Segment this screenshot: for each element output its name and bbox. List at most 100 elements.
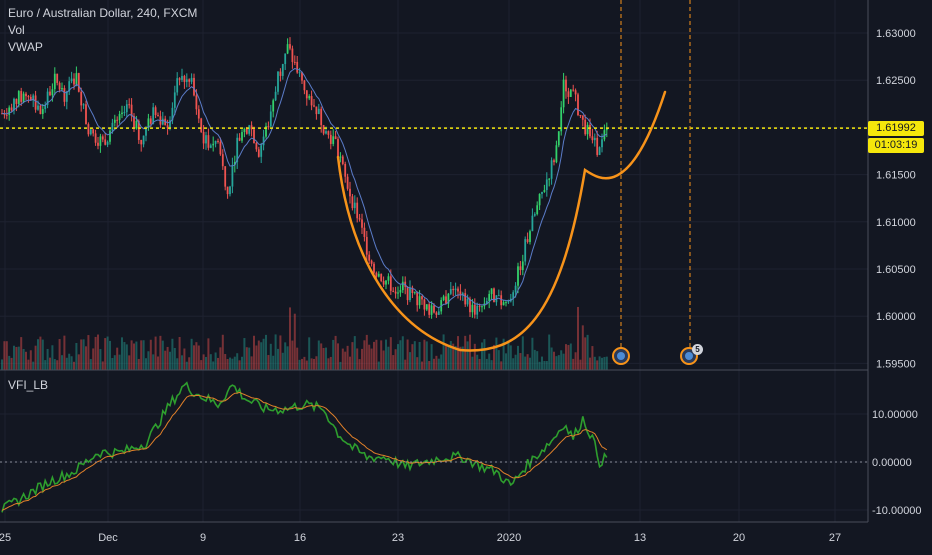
volume-bar (10, 357, 13, 370)
candle-body (339, 156, 342, 158)
volume-bar (481, 342, 483, 370)
volume-bar (207, 338, 210, 370)
candle-body (377, 273, 380, 277)
volume-bar (8, 355, 11, 370)
price-tick-label: 1.62500 (876, 75, 916, 87)
candle-body (529, 231, 531, 242)
volume-bar (320, 343, 323, 370)
volume-bar (56, 360, 59, 370)
candle-body (104, 139, 107, 145)
volume-bar (260, 342, 263, 370)
candle-body (15, 98, 18, 104)
volume-bar (593, 356, 596, 370)
candle-body (130, 104, 133, 116)
volume-bar (68, 353, 71, 370)
candle-body (428, 304, 431, 315)
volume-bar (284, 342, 287, 370)
volume-bar (435, 355, 438, 370)
volume-legend[interactable]: Vol (8, 23, 25, 37)
candle-body (586, 124, 589, 135)
candle-body (457, 288, 459, 292)
candle-body (418, 296, 421, 306)
candle-body (579, 114, 582, 116)
volume-bar (253, 335, 255, 370)
candle-body (255, 143, 258, 150)
volume-bar (116, 347, 119, 370)
candle-body (370, 260, 373, 264)
candle-body (435, 312, 438, 315)
candle-body (41, 109, 44, 114)
volume-bar (327, 358, 330, 370)
candle-body (399, 290, 402, 293)
candle-body (464, 293, 467, 305)
candle-body (430, 305, 433, 315)
volume-bar (92, 348, 95, 370)
volume-bar (212, 361, 215, 370)
current-price-tag: 1.61992 (868, 121, 924, 136)
volume-bar (173, 347, 176, 370)
volume-bar (605, 356, 608, 370)
volume-bar (478, 358, 481, 370)
volume-bar (550, 347, 553, 370)
candle-body (466, 298, 469, 305)
volume-bar (243, 338, 246, 370)
candle-body (224, 166, 227, 187)
volume-bar (188, 357, 191, 370)
candle-body (272, 100, 275, 112)
volume-bar (178, 336, 181, 370)
volume-bar (469, 334, 471, 370)
volume-bar (281, 352, 284, 370)
candle-body (313, 105, 315, 107)
volume-bar (145, 358, 147, 370)
candle-body (106, 141, 109, 145)
volume-bar (133, 343, 135, 370)
volume-bar (344, 351, 347, 370)
candle-body (315, 106, 318, 115)
candle-body (46, 91, 49, 105)
candle-body (298, 72, 301, 74)
candle-body (358, 218, 361, 220)
volume-bar (543, 360, 546, 370)
volume-bar (351, 342, 354, 370)
symbol-legend[interactable]: Euro / Australian Dollar, 240, FXCM (8, 6, 198, 20)
candle-body (406, 286, 409, 301)
candle-body (368, 254, 371, 261)
candle-body (387, 276, 390, 281)
candle-body (248, 125, 251, 134)
candle-body (334, 136, 337, 140)
volume-bar (526, 354, 529, 370)
volume-bar (202, 354, 205, 370)
candle-body (459, 291, 462, 296)
candle-body (226, 186, 229, 195)
volume-bar (411, 344, 414, 370)
volume-bar (308, 337, 311, 370)
candle-body (147, 118, 150, 128)
candle-body (56, 73, 59, 83)
candle-body (325, 131, 327, 134)
vfi-legend[interactable]: VFI_LB (8, 378, 49, 392)
candle-body (195, 95, 198, 110)
volume-bar (430, 344, 433, 370)
volume-bar (490, 360, 493, 370)
volume-bar (238, 360, 241, 370)
candle-body (68, 81, 71, 92)
candle-body (233, 162, 236, 165)
volume-bar (279, 335, 282, 370)
candle-body (421, 296, 423, 300)
volume-bar (85, 346, 87, 370)
volume-bar (269, 343, 272, 370)
candle-body (493, 288, 495, 303)
economic-event-icon[interactable] (612, 347, 630, 365)
candle-body (512, 292, 515, 299)
volume-bar (461, 346, 464, 370)
candle-body (327, 131, 330, 135)
volume-bar (317, 340, 320, 370)
volume-bar (89, 359, 92, 370)
vwap-legend[interactable]: VWAP (8, 40, 43, 54)
volume-bar (5, 341, 8, 370)
candle-body (185, 79, 188, 82)
volume-bar (505, 353, 507, 370)
volume-bar (229, 357, 231, 370)
